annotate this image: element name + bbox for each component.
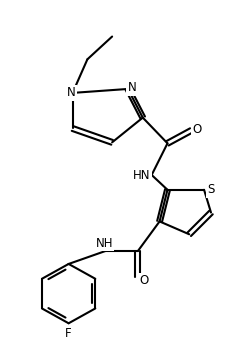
Text: F: F bbox=[65, 327, 72, 340]
Text: NH: NH bbox=[95, 237, 113, 250]
Text: N: N bbox=[67, 86, 76, 99]
Text: HN: HN bbox=[133, 170, 151, 182]
Text: S: S bbox=[207, 183, 215, 196]
Text: O: O bbox=[139, 274, 148, 287]
Text: N: N bbox=[127, 82, 136, 95]
Text: O: O bbox=[193, 123, 202, 136]
